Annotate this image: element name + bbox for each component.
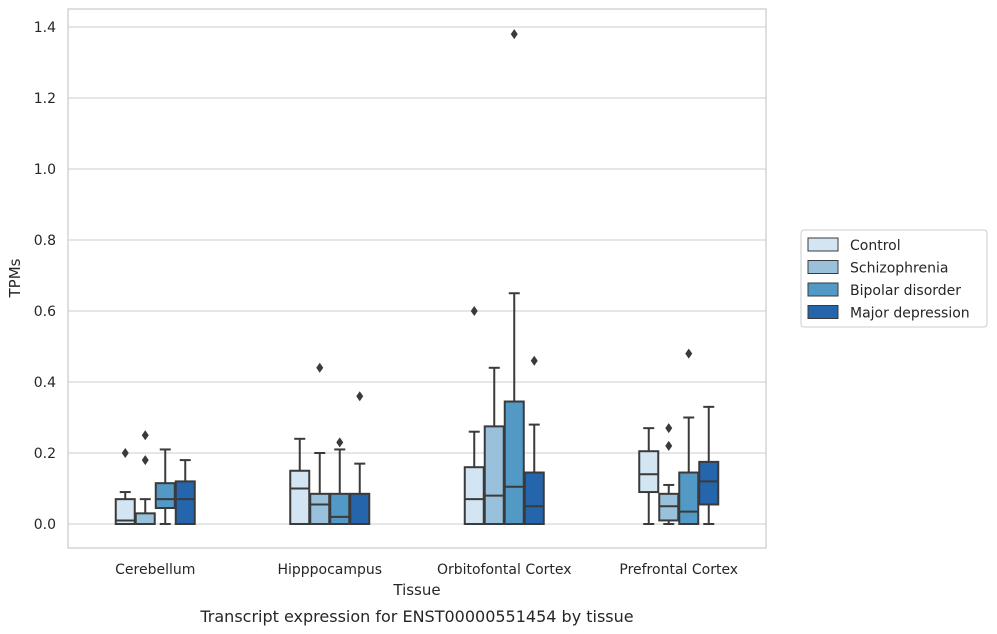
box-group (289, 437, 311, 525)
chart-caption: Transcript expression for ENST0000055145… (199, 607, 633, 626)
x-tick-label: Cerebellum (115, 562, 195, 578)
box-group (698, 405, 720, 525)
box (114, 498, 136, 525)
legend-swatch (807, 260, 839, 274)
x-tick-label: Hipppocampus (277, 562, 382, 578)
box-group (329, 437, 351, 526)
box-group (154, 448, 176, 525)
box (289, 469, 311, 525)
box-group (678, 348, 700, 525)
plot-frame (67, 8, 767, 549)
x-axis-label: Tissue (392, 581, 440, 599)
box (154, 482, 176, 510)
y-tick-label: 0.8 (34, 233, 56, 249)
box (483, 425, 505, 525)
legend: Control Schizophrenia Bipolar disorder Majo… (800, 229, 988, 328)
box-group (658, 423, 680, 525)
legend-frame (800, 229, 988, 328)
box-group (309, 362, 331, 526)
outlier-point (356, 391, 364, 402)
box-group (463, 306, 485, 526)
box (638, 450, 660, 494)
y-tick-label: 1.0 (34, 162, 56, 178)
y-tick-label: 0.2 (34, 446, 56, 462)
y-tick-label: 0.0 (34, 517, 56, 533)
legend-swatch (807, 282, 839, 297)
box-group (503, 29, 525, 525)
x-tick-label: Orbitofontal Cortex (437, 562, 572, 578)
box (349, 492, 371, 526)
box-series (114, 29, 720, 526)
box (523, 471, 545, 525)
legend-label: Schizophrenia (850, 261, 948, 277)
y-tick-label: 0.4 (34, 375, 56, 391)
outlier-point (510, 29, 518, 40)
box-group (638, 427, 660, 525)
outlier-point (141, 430, 149, 441)
series-schizophrenia (134, 362, 680, 526)
box (174, 480, 196, 525)
legend-label: Control (850, 238, 901, 254)
legend-label: Major depression (850, 306, 970, 322)
box-group (349, 391, 371, 526)
box-group (114, 448, 136, 525)
outlier-point (141, 455, 149, 466)
box (329, 492, 351, 526)
outlier-point (121, 448, 129, 458)
series-bipolar-disorder (154, 29, 700, 526)
box-group (134, 430, 156, 525)
y-tick-label: 1.2 (34, 91, 56, 107)
box (698, 460, 720, 506)
series-major-depression (174, 355, 720, 526)
outlier-point (685, 348, 693, 359)
box (463, 466, 485, 526)
gridlines (68, 26, 766, 525)
legend-label: Bipolar disorder (850, 283, 961, 299)
outlier-point (665, 440, 673, 451)
box-group (523, 355, 545, 525)
outlier-point (316, 362, 324, 373)
series-control (114, 306, 660, 526)
box (503, 400, 525, 525)
y-axis-label: TPMs (6, 258, 24, 298)
outlier-point (665, 423, 673, 434)
legend-swatch (807, 237, 839, 252)
outlier-point (336, 437, 344, 448)
x-tick-label: Prefrontal Cortex (619, 562, 738, 578)
box (678, 471, 700, 525)
box (309, 492, 331, 526)
x-axis-ticks: Cerebellum Hipppocampus Orbitofontal Corte… (115, 562, 738, 578)
y-tick-label: 0.6 (34, 304, 56, 320)
legend-swatch (807, 305, 839, 319)
outlier-point (470, 306, 478, 316)
outlier-point (530, 355, 538, 366)
box-group (174, 459, 196, 525)
y-axis-ticks: 0.0 0.2 0.4 0.6 0.8 1.0 1.2 1.4 (34, 20, 56, 533)
y-tick-label: 1.4 (34, 20, 56, 36)
box-group (483, 366, 505, 525)
box (134, 512, 156, 525)
